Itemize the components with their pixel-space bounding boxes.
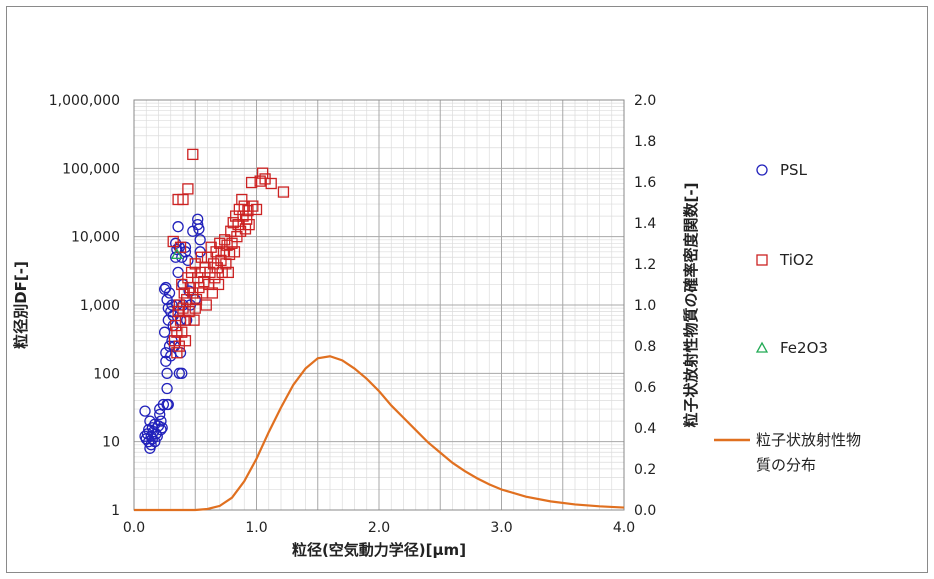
series-3 [134,355,625,512]
legend-label: 粒子状放射性物質の分布 [756,431,861,474]
legend-label: Fe2O3 [780,339,828,357]
data-point [166,299,178,311]
data-point [154,408,166,421]
data-point [236,193,248,206]
right-tick-label: 0.2 [634,462,656,478]
legend-marker [756,164,768,176]
data-point [155,415,167,427]
data-point [172,221,184,233]
data-point [193,223,205,235]
legend-marker [756,254,768,266]
data-point [182,254,194,267]
plot-area [133,99,625,511]
right-tick-label: 0.4 [634,421,656,437]
data-point [189,302,201,314]
data-point [187,148,199,161]
data-point [145,439,157,451]
data-point [247,200,259,212]
data-point [192,218,204,231]
data-point [187,225,199,237]
data-point [243,218,255,231]
data-point [157,398,170,411]
x-tick-label: 2.0 [368,520,390,536]
data-point [176,326,188,338]
data-point [182,183,194,195]
data-point [161,367,173,379]
left-tick-label: 100,000 [62,161,120,177]
right-tick-label: 0.6 [634,380,656,396]
x-tick-label: 0.0 [123,520,145,536]
data-point [179,314,192,326]
right-tick-label: 1.2 [634,257,656,273]
left-tick-label: 1,000,000 [49,93,120,109]
data-point [139,405,151,417]
data-marks [134,148,625,512]
data-point [256,167,269,179]
data-point [149,436,161,448]
data-point [170,248,183,260]
series-line [134,355,625,512]
data-point [143,436,155,448]
data-point [161,382,173,395]
data-point [158,326,171,338]
left-axis-title: 粒径別DF[-] [12,261,30,349]
data-point [206,287,219,299]
data-point [177,302,189,314]
data-point [188,314,200,326]
left-tick-label: 1 [111,503,120,519]
data-point [216,266,228,279]
legend: PSL TiO2 Fe2O3 粒子状放射性物質の分布 [714,161,861,474]
right-axis-ticks: 0.0 0.2 0.4 0.6 0.8 1.0 1.2 1.4 1.6 1.8 2.0 [634,93,656,519]
right-tick-label: 1.8 [634,134,656,150]
left-tick-label: 100 [93,366,120,382]
data-point [174,241,187,253]
right-tick-label: 1.0 [634,298,656,314]
data-point [217,246,230,258]
right-tick-label: 1.4 [634,216,656,232]
legend-label: TiO2 [779,251,814,269]
data-point [207,258,220,270]
left-tick-label: 10,000 [71,230,120,246]
right-axis-title: 粒子状放射性物質の確率密度関数[-] [682,183,700,428]
series-1 [167,148,290,359]
legend-label: PSL [780,161,808,179]
data-point [194,234,206,246]
x-tick-label: 4.0 [613,520,635,536]
data-point [265,177,277,190]
data-point [228,246,241,258]
data-point [176,278,188,291]
legend-marker [755,341,769,353]
data-point [250,203,263,216]
right-tick-label: 2.0 [634,93,656,109]
x-axis-ticks: 0.0 1.0 2.0 3.0 4.0 [123,520,635,536]
data-point [212,278,225,291]
data-point [176,367,188,379]
data-point [245,176,258,189]
data-point [277,186,290,198]
x-axis-title: 粒径(空気動力学径)[μm] [292,541,466,559]
data-point [162,398,174,411]
right-tick-label: 1.6 [634,175,656,191]
data-point [155,423,167,436]
data-point [165,350,177,362]
left-axis-ticks: 1 10 100 1,000 10,000 100,000 1,000,000 [49,93,120,519]
data-point [230,210,242,222]
data-point [222,266,234,279]
right-tick-label: 0.0 [634,503,656,519]
left-tick-label: 10 [102,435,120,451]
data-point [167,235,179,248]
series-2 [170,248,183,260]
right-tick-label: 0.8 [634,339,656,355]
data-point [156,422,168,434]
left-tick-label: 1,000 [80,298,120,314]
data-point [200,299,212,311]
x-tick-label: 1.0 [245,520,267,536]
data-point [171,347,183,359]
data-point [163,287,176,299]
data-point [179,335,192,347]
x-tick-label: 3.0 [490,520,512,536]
